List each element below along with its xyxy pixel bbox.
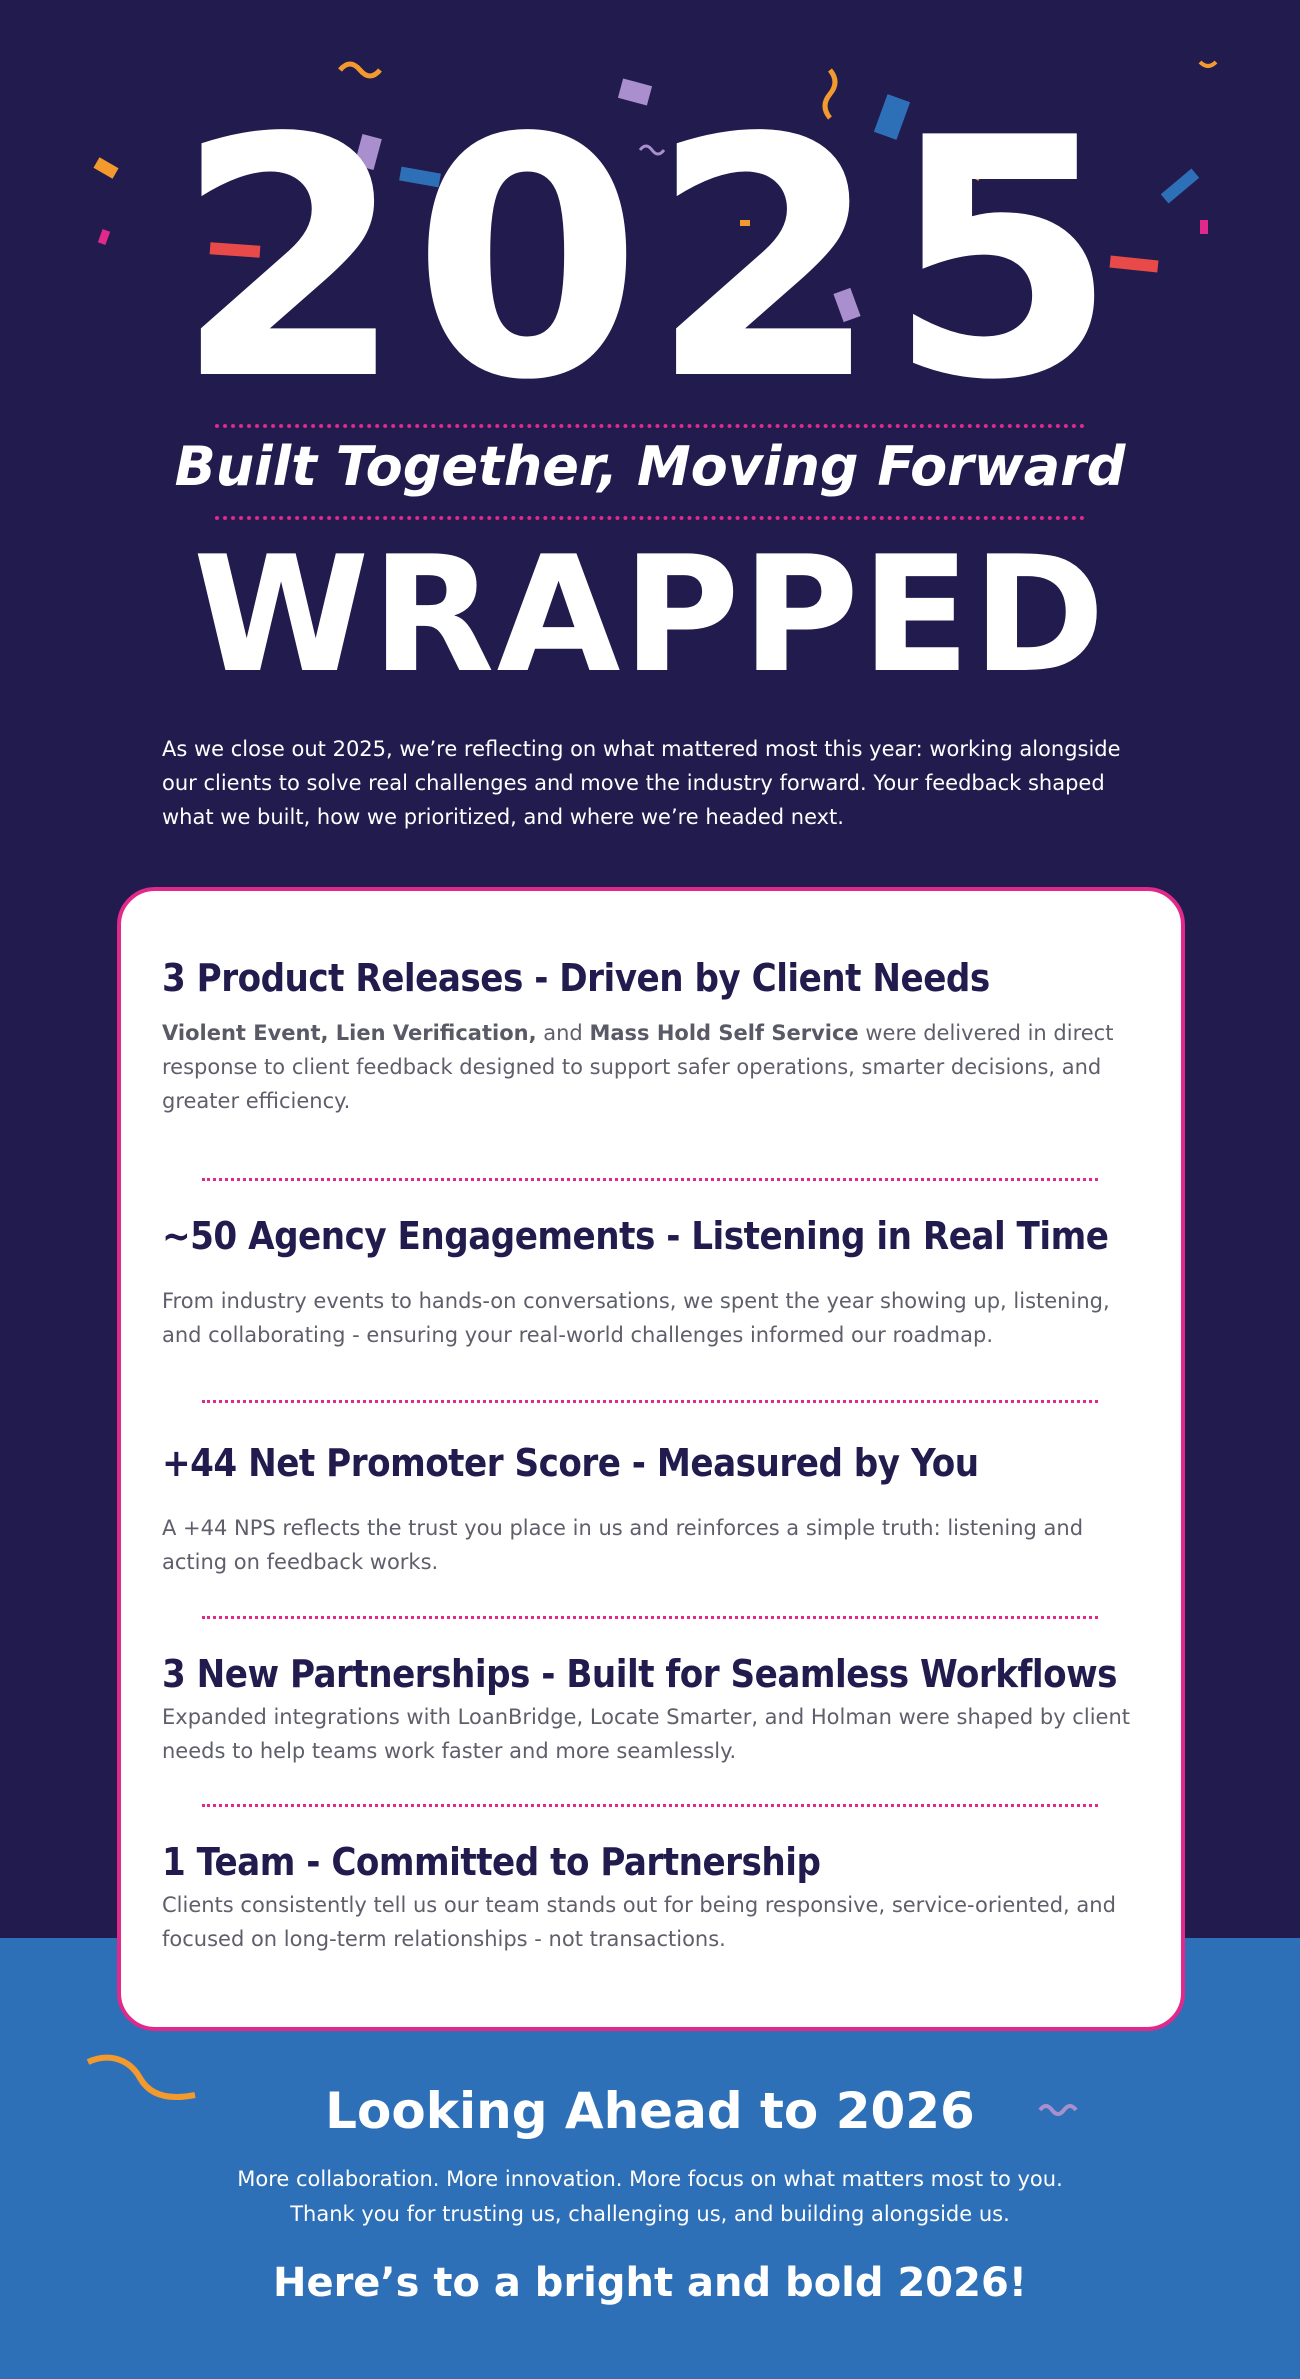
looking-ahead-heading: Looking Ahead to 2026: [325, 2082, 975, 2140]
section-divider: [202, 1804, 1098, 1807]
highlight-body: Violent Event, Lien Verification, and Ma…: [162, 1016, 1142, 1118]
section-divider: [202, 1616, 1098, 1619]
highlight-title: 3 New Partnerships - Built for Seamless …: [162, 1652, 1118, 1696]
wrapped-headline: WRAPPED: [192, 521, 1108, 708]
top-dotted-divider: [215, 424, 1085, 428]
highlight-partnerships: 3 New Partnerships - Built for Seamless …: [162, 1648, 1142, 1768]
closing-line: Here’s to a bright and bold 2026!: [272, 2260, 1028, 2306]
looking-ahead-line-1: More collaboration. More innovation. Mor…: [237, 2167, 1063, 2191]
body-rest: were delivered in direct response to cli…: [162, 1021, 1114, 1113]
highlight-nps: +44 Net Promoter Score - Measured by You…: [162, 1437, 1142, 1579]
tagline: Built Together, Moving Forward: [174, 435, 1126, 498]
highlight-title: 1 Team - Committed to Partnership: [162, 1840, 821, 1884]
highlight-body: A +44 NPS reflects the trust you place i…: [162, 1516, 1084, 1574]
looking-ahead-text: More collaboration. More innovation. Mor…: [0, 2162, 1300, 2232]
highlight-body: From industry events to hands-on convers…: [162, 1289, 1110, 1347]
highlight-title: ~50 Agency Engagements - Listening in Re…: [162, 1214, 1109, 1258]
highlight-product-releases: 3 Product Releases - Driven by Client Ne…: [162, 952, 1142, 1118]
highlight-title: +44 Net Promoter Score - Measured by You: [162, 1441, 979, 1485]
highlight-body: Clients consistently tell us our team st…: [162, 1893, 1116, 1951]
highlight-team: 1 Team - Committed to Partnership Client…: [162, 1836, 1142, 1956]
section-divider: [202, 1178, 1098, 1181]
released-products-2: Mass Hold Self Service: [589, 1021, 859, 1045]
released-products-1: Violent Event, Lien Verification,: [162, 1021, 537, 1045]
highlight-agency-engagements: ~50 Agency Engagements - Listening in Re…: [162, 1210, 1142, 1352]
year-heading: 2025: [174, 68, 1126, 452]
section-divider: [202, 1400, 1098, 1403]
highlight-title: 3 Product Releases - Driven by Client Ne…: [162, 956, 990, 1000]
looking-ahead-line-2: Thank you for trusting us, challenging u…: [290, 2202, 1010, 2226]
intro-text: As we close out 2025, we’re reflecting o…: [162, 737, 1121, 829]
highlight-body: Expanded integrations with LoanBridge, L…: [162, 1705, 1130, 1763]
highlights-card: [117, 887, 1185, 2031]
bottom-dotted-divider: [215, 516, 1085, 520]
body-connector: and: [536, 1021, 590, 1045]
